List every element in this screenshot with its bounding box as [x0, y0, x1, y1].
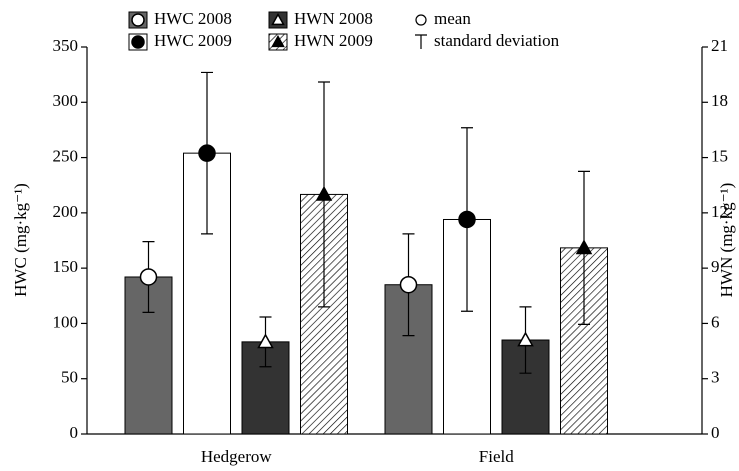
y-tick-label: 150: [53, 257, 79, 276]
y-tick-label: 50: [61, 368, 78, 387]
legend-label: HWC 2008: [154, 9, 232, 28]
legend-marker: [271, 12, 285, 26]
y-tick-label: 0: [70, 423, 79, 442]
mean-marker: [458, 210, 476, 229]
mean-marker: [139, 268, 158, 286]
legend-marker: [131, 35, 145, 49]
y2-tick-label: 3: [711, 368, 720, 387]
y2-tick-label: 9: [711, 257, 720, 276]
legend-marker: [271, 34, 285, 48]
x-tick-label: Field: [479, 447, 514, 466]
y-tick-label: 300: [53, 91, 79, 110]
legend-label: HWN 2009: [294, 31, 373, 50]
y-tick-label: 100: [53, 312, 79, 331]
mean-marker: [257, 333, 274, 349]
y-tick-label: 200: [53, 202, 79, 221]
mean-marker: [399, 275, 418, 294]
y2-tick-label: 21: [711, 36, 728, 55]
legend-mean-symbol: [415, 14, 427, 26]
mean-marker: [517, 331, 534, 347]
y2-tick-label: 18: [711, 91, 728, 110]
y2-tick-label: 12: [711, 202, 728, 221]
y2-tick-label: 0: [711, 423, 720, 442]
y2-tick-label: 6: [711, 312, 720, 331]
x-tick-label: Hedgerow: [201, 447, 273, 466]
mean-marker: [315, 185, 333, 201]
legend-label: mean: [434, 9, 471, 28]
mean-marker: [198, 144, 216, 162]
y2-tick-label: 15: [711, 146, 728, 165]
mean-marker: [575, 239, 593, 255]
legend-label: standard deviation: [434, 31, 560, 50]
y-tick-label: 250: [53, 146, 79, 165]
y2-axis-label: HWN (mg·kg⁻¹): [717, 183, 736, 298]
y-tick-label: 350: [53, 36, 79, 55]
y-axis-label: HWC (mg·kg⁻¹): [11, 183, 30, 297]
legend-marker: [131, 13, 145, 27]
legend-label: HWN 2008: [294, 9, 373, 28]
legend-sd-symbol: [415, 34, 427, 49]
legend-label: HWC 2009: [154, 31, 232, 50]
